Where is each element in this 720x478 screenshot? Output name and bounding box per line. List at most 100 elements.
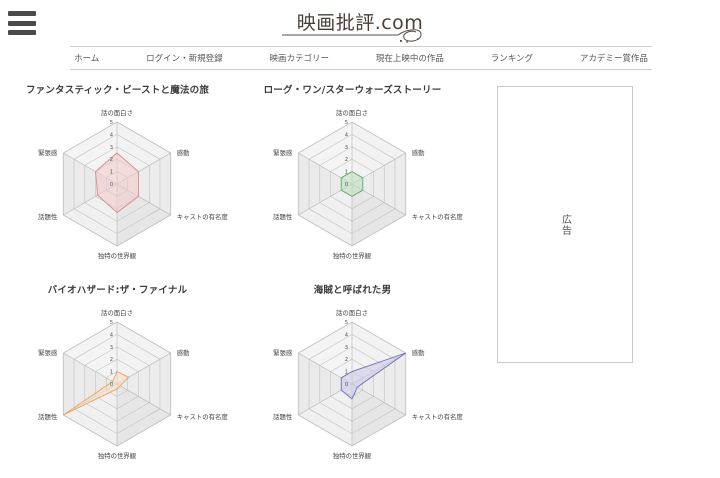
grid-spoke bbox=[116, 383, 171, 416]
axis-label-4: 独特の世界観 bbox=[98, 451, 137, 460]
axis-label-6: 緊張感 bbox=[273, 348, 293, 357]
radial-tick-label: 3 bbox=[345, 145, 348, 151]
grid-spoke bbox=[351, 383, 406, 416]
grid-sector bbox=[117, 322, 171, 384]
axis-label-4: 独特の世界観 bbox=[333, 451, 372, 460]
grid-sector bbox=[117, 153, 171, 215]
grid-sector bbox=[298, 153, 352, 215]
grid-sector bbox=[298, 122, 352, 184]
grid-sector bbox=[298, 184, 352, 246]
radar-chart-1: ファンタスティック・ビーストと魔法の旅 0 1 2 3 4 5 話の面白さ感動キャストの有名度… bbox=[0, 78, 235, 278]
axis-label-2: 感動 bbox=[412, 348, 425, 357]
axis-label-1: 話の面白さ bbox=[101, 108, 133, 117]
radial-tick-label: 1 bbox=[110, 370, 113, 376]
site-logo[interactable]: 映画批評.com bbox=[0, 8, 720, 35]
axis-label-3: キャストの有名度 bbox=[412, 212, 464, 221]
advertisement-label: 広告 bbox=[559, 213, 571, 236]
grid-sector bbox=[63, 322, 117, 384]
axis-label-1: 話の面白さ bbox=[336, 108, 368, 117]
axis-label-1: 話の面白さ bbox=[101, 308, 133, 317]
axis-label-6: 緊張感 bbox=[38, 348, 58, 357]
nav-item-home[interactable]: ホーム bbox=[74, 54, 100, 64]
hamburger-bar-1 bbox=[8, 11, 36, 16]
axis-label-3: キャストの有名度 bbox=[412, 412, 464, 421]
nav-item-academy-awards[interactable]: アカデミー賞作品 bbox=[579, 54, 648, 64]
radial-tick-label: 5 bbox=[345, 320, 348, 326]
radial-tick-label: 3 bbox=[110, 145, 113, 151]
hamburger-icon[interactable] bbox=[8, 11, 36, 35]
nav-item-login-register[interactable]: ログイン・新規登録 bbox=[146, 54, 223, 64]
main-content: ファンタスティック・ビーストと魔法の旅 0 1 2 3 4 5 話の面白さ 感動 キャストの有名度… bbox=[0, 70, 720, 478]
radial-tick-label: 1 bbox=[345, 170, 348, 176]
main-navigation: ホーム ログイン・新規登録 映画カテゴリー 現在上映中の作品 ランキング アカデ… bbox=[70, 46, 652, 70]
grid-spoke bbox=[63, 352, 118, 385]
grid-sector bbox=[63, 153, 117, 215]
nav-item-movie-category[interactable]: 映画カテゴリー bbox=[269, 54, 330, 64]
axis-label-6: 緊張感 bbox=[273, 148, 293, 157]
chart-title: ファンタスティック・ビーストと魔法の旅 bbox=[25, 85, 210, 96]
radial-tick-label: 5 bbox=[110, 120, 113, 126]
site-header: 映画批評.com bbox=[0, 0, 720, 46]
grid-sector bbox=[352, 184, 406, 246]
axis-label-2: 感動 bbox=[177, 148, 190, 157]
radar-data-polygon bbox=[63, 370, 130, 416]
radial-tick-label: 5 bbox=[110, 320, 113, 326]
radar-data-polygon bbox=[340, 171, 364, 197]
hamburger-bar-2 bbox=[8, 20, 36, 26]
radial-tick-label: 4 bbox=[110, 332, 114, 338]
axis-label-5: 話題性 bbox=[38, 412, 58, 421]
grid-sector bbox=[63, 384, 117, 446]
radial-tick-label: 2 bbox=[345, 157, 348, 163]
axis-label-2: 感動 bbox=[412, 148, 425, 157]
chart-title: バイオハザード:ザ・ファイナル bbox=[47, 285, 188, 296]
radar-chart-4: 海賊と呼ばれた男 0 1 2 3 4 5 話の面白さ感動キャストの有名度独特の世界観 話題性 緊張… bbox=[235, 278, 470, 478]
radial-tick-label: 3 bbox=[110, 345, 113, 351]
grid-sector bbox=[352, 122, 406, 184]
grid-sector bbox=[298, 322, 352, 384]
grid-sector bbox=[117, 384, 171, 446]
radial-tick-label: 0 bbox=[345, 182, 348, 188]
radial-tick-label: 0 bbox=[110, 382, 113, 388]
chart-title: 海賊と呼ばれた男 bbox=[313, 285, 392, 296]
chart-title: ローグ・ワン/スターウォーズストーリー bbox=[263, 85, 442, 96]
axis-label-5: 話題性 bbox=[38, 212, 58, 221]
axis-label-5: 話題性 bbox=[273, 412, 293, 421]
radar-chart-3: バイオハザード:ザ・ファイナル 0 1 2 3 4 5 話の面白さ感動キャストの有名度独特の世… bbox=[0, 278, 235, 478]
axis-label-1: 話の面白さ bbox=[336, 308, 368, 317]
axis-label-3: キャストの有名度 bbox=[177, 412, 229, 421]
radial-tick-label: 4 bbox=[345, 132, 349, 138]
radial-tick-label: 0 bbox=[345, 382, 348, 388]
radial-tick-label: 1 bbox=[345, 370, 348, 376]
grid-sector bbox=[352, 384, 406, 446]
radial-tick-label: 3 bbox=[345, 345, 348, 351]
radial-tick-label: 4 bbox=[110, 132, 114, 138]
grid-sector bbox=[298, 384, 352, 446]
radial-tick-label: 4 bbox=[345, 332, 349, 338]
nav-item-now-showing[interactable]: 現在上映中の作品 bbox=[375, 54, 444, 64]
radar-data-polygon bbox=[340, 352, 406, 400]
radar-data-polygon bbox=[95, 152, 139, 214]
grid-sector bbox=[298, 353, 352, 415]
logo-flourish-icon bbox=[282, 29, 422, 43]
advertisement-box[interactable]: 広告 bbox=[497, 86, 633, 363]
nav-item-ranking[interactable]: ランキング bbox=[490, 54, 534, 64]
radar-chart-2: ローグ・ワン/スターウォーズストーリー 0 1 2 3 4 5 話の面白さ 感動 キャストの有名度… bbox=[235, 78, 470, 278]
grid-sector bbox=[352, 153, 406, 215]
radial-tick-label: 0 bbox=[110, 182, 113, 188]
hamburger-bar-3 bbox=[8, 30, 36, 35]
axis-label-3: キャストの有名度 bbox=[177, 212, 229, 221]
radial-tick-label: 1 bbox=[110, 170, 113, 176]
grid-sector bbox=[117, 353, 171, 415]
axis-label-5: 話題性 bbox=[273, 212, 293, 221]
radial-tick-label: 2 bbox=[110, 357, 113, 363]
radial-tick-label: 2 bbox=[345, 357, 348, 363]
axis-label-2: 感動 bbox=[177, 348, 190, 357]
axis-label-6: 緊張感 bbox=[38, 148, 58, 157]
grid-sector bbox=[352, 353, 406, 415]
site-logo-text: 映画批評.com bbox=[296, 12, 424, 34]
radial-tick-label: 2 bbox=[110, 157, 113, 163]
